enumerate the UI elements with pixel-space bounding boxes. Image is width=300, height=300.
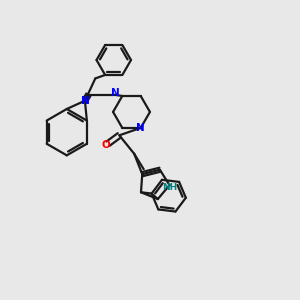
Text: NH: NH bbox=[162, 183, 177, 192]
Text: N: N bbox=[136, 123, 145, 133]
Text: N: N bbox=[81, 96, 89, 106]
Text: O: O bbox=[101, 140, 110, 150]
Text: N: N bbox=[111, 88, 119, 98]
Text: N: N bbox=[81, 96, 89, 106]
